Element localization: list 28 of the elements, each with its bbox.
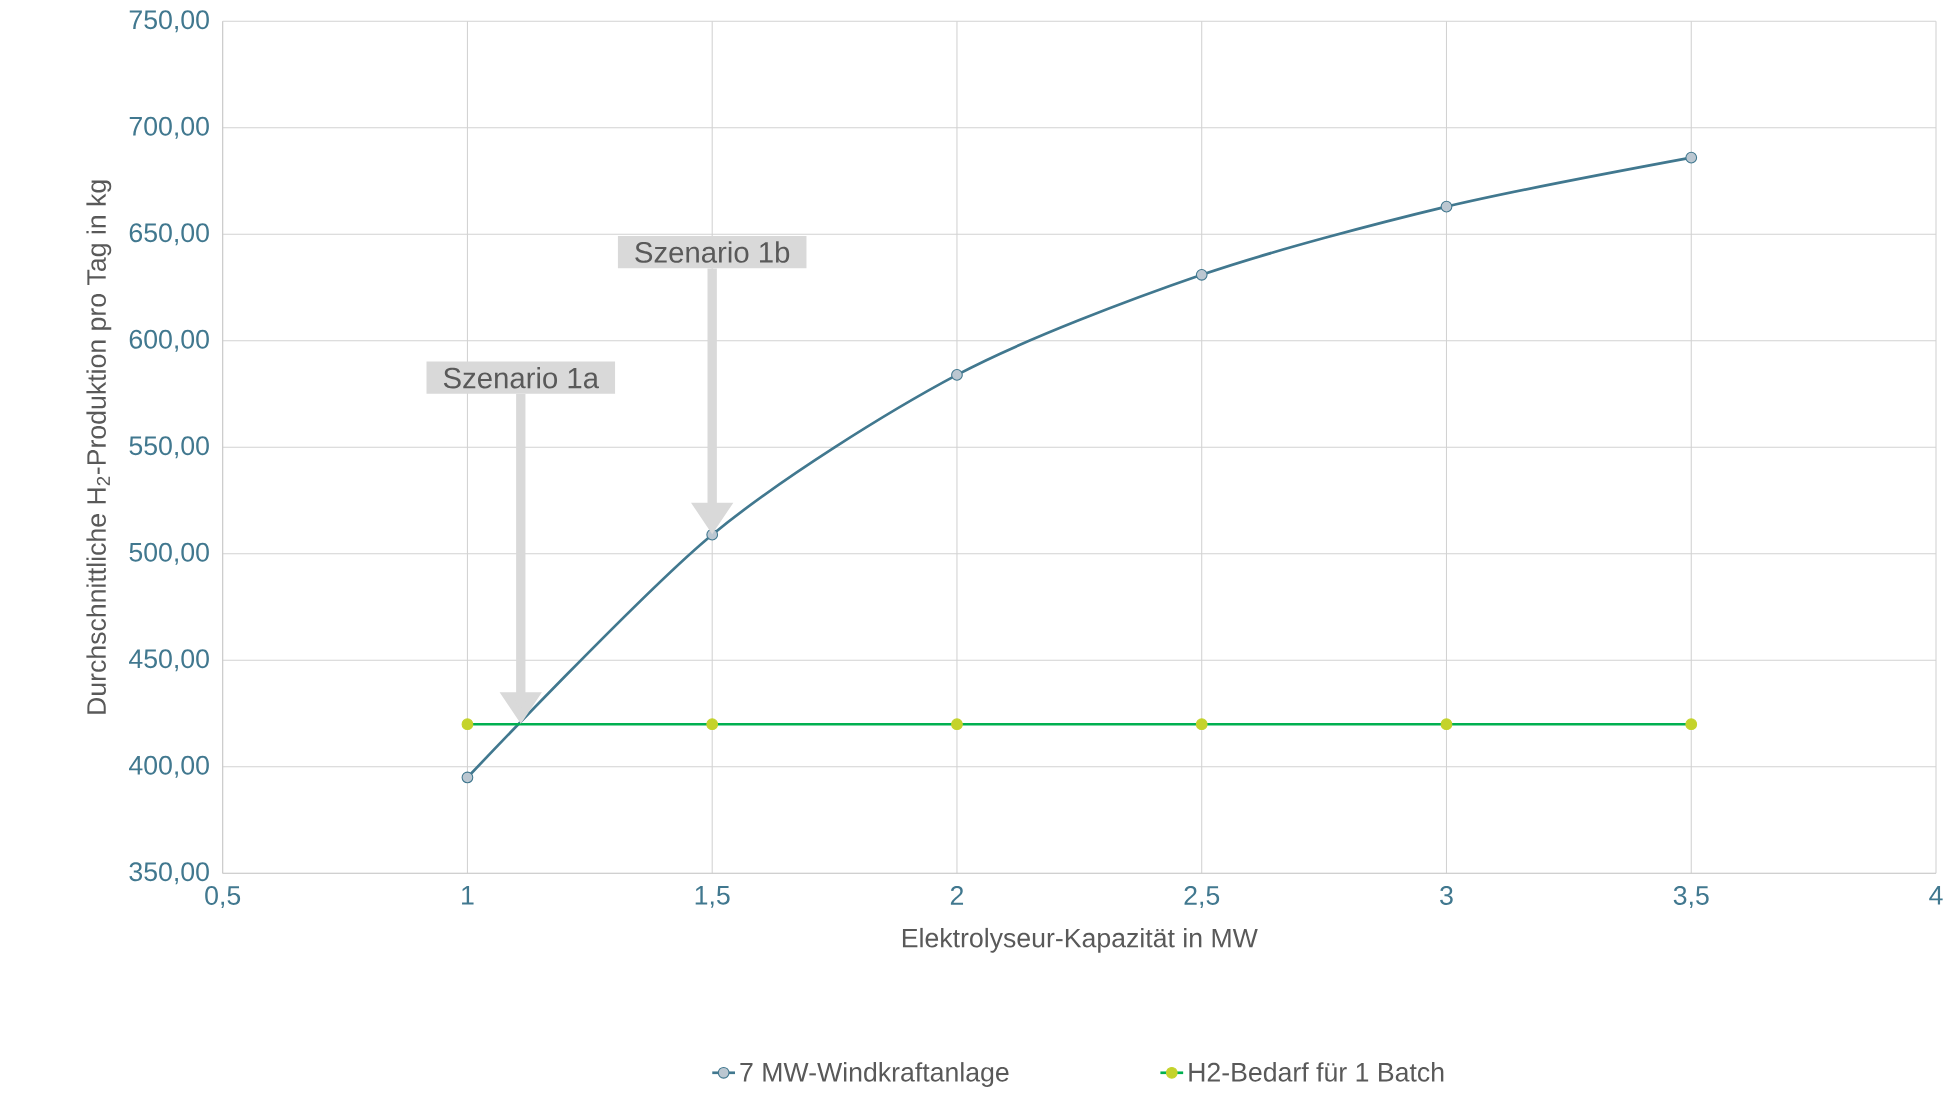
legend-label: 7 MW-Windkraftanlage bbox=[740, 1061, 1009, 1087]
point bbox=[1440, 200, 1453, 213]
x-tick-label: 1 bbox=[462, 885, 474, 905]
y-tick-label: 450,00 bbox=[129, 649, 209, 672]
x-tick-label: 1,5 bbox=[695, 885, 730, 908]
x-tick-label: 2 bbox=[950, 885, 964, 905]
x-tick-label: 3,5 bbox=[1673, 885, 1709, 908]
y-tick-label: 350,00 bbox=[129, 862, 209, 885]
annotation: Szenario 1b bbox=[635, 241, 790, 263]
y-tick-label: 750,00 bbox=[129, 10, 209, 33]
point bbox=[461, 771, 474, 784]
point bbox=[951, 368, 963, 381]
legend-label: H2-Bedarf für 1 Batch bbox=[1189, 1061, 1444, 1082]
y-tick-label: 400,00 bbox=[129, 755, 209, 778]
x-tick-label: 2,5 bbox=[1184, 885, 1220, 908]
x-tick-label: 4 bbox=[1929, 885, 1943, 905]
x-tick-label: 3 bbox=[1440, 885, 1453, 905]
y-tick-label: 500,00 bbox=[129, 542, 209, 565]
x-axis-title: Elektrolyseur-Kapazität in MW bbox=[902, 927, 1258, 953]
y-tick-label: 700,00 bbox=[129, 116, 209, 139]
point bbox=[1195, 268, 1208, 281]
y-tick-label: 650,00 bbox=[129, 223, 209, 246]
y-axis-title: Durchschnittliche H$_{2}$-Produktion pro Tag in kg bbox=[86, 180, 112, 714]
y-tick-label: 550,00 bbox=[129, 436, 209, 459]
y-tick-label: 600,00 bbox=[129, 329, 209, 352]
x-tick-label: 0,5 bbox=[205, 885, 241, 908]
annotation: Szenario 1a bbox=[443, 366, 600, 389]
point bbox=[1685, 151, 1698, 164]
